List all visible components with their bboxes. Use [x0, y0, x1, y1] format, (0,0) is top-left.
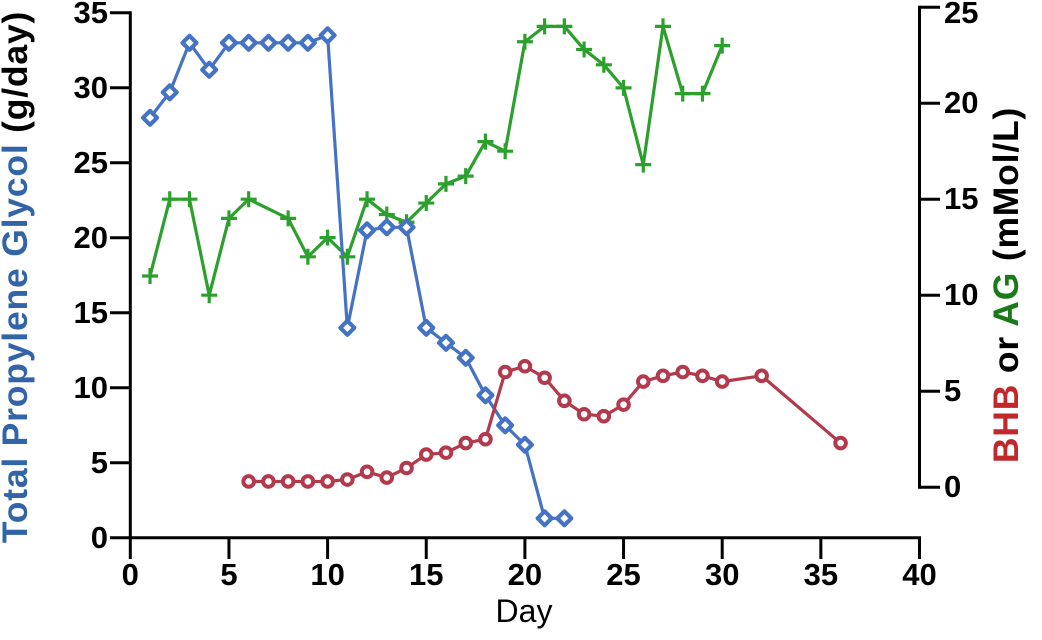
svg-text:5: 5 [91, 445, 108, 480]
svg-text:Day: Day [496, 593, 553, 629]
svg-text:Total Propylene Glycol (g/day): Total Propylene Glycol (g/day) [0, 11, 35, 543]
svg-text:0: 0 [944, 469, 961, 504]
svg-text:20: 20 [74, 220, 108, 255]
svg-text:25: 25 [944, 0, 978, 30]
svg-text:5: 5 [220, 557, 237, 592]
svg-text:10: 10 [310, 557, 344, 592]
svg-text:25: 25 [74, 145, 108, 180]
svg-text:30: 30 [74, 70, 108, 105]
svg-text:35: 35 [804, 557, 838, 592]
svg-text:0: 0 [122, 557, 139, 592]
svg-text:BHB or AG (mMol/L): BHB or AG (mMol/L) [986, 107, 1026, 463]
svg-text:30: 30 [705, 557, 739, 592]
svg-text:40: 40 [902, 557, 936, 592]
svg-text:15: 15 [944, 181, 978, 216]
svg-text:15: 15 [74, 295, 108, 330]
svg-text:25: 25 [606, 557, 640, 592]
svg-text:5: 5 [944, 373, 961, 408]
svg-text:15: 15 [409, 557, 443, 592]
svg-text:10: 10 [74, 370, 108, 405]
svg-text:20: 20 [508, 557, 542, 592]
svg-text:35: 35 [74, 0, 108, 30]
svg-text:0: 0 [91, 520, 108, 555]
svg-text:20: 20 [944, 85, 978, 120]
svg-text:10: 10 [944, 277, 978, 312]
